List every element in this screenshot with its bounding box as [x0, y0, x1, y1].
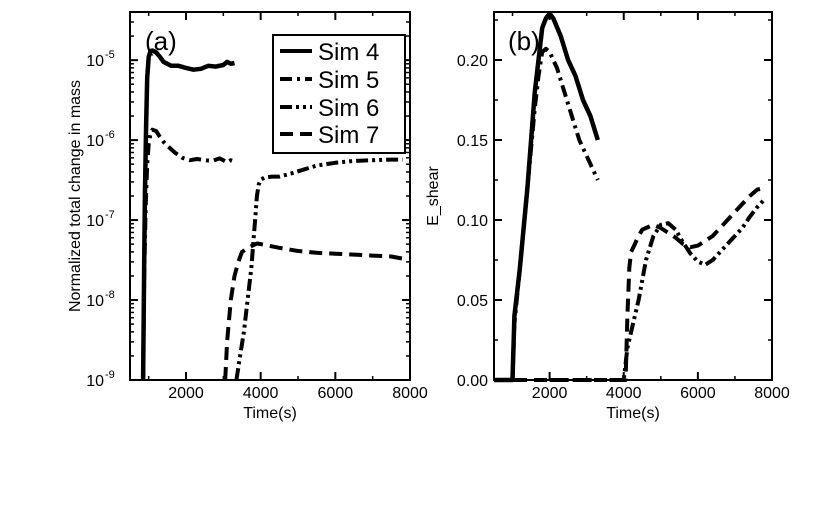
panel-a-y-tick-label: 10 [86, 293, 104, 310]
panel-b-y-tick-label: 0.20 [457, 53, 488, 70]
panel-a-series-sim5 [141, 127, 236, 381]
panel-a-x-tick-label: 2000 [168, 385, 204, 402]
panel-a-x-tick-label: 4000 [243, 385, 279, 402]
panel-b-series-sim7 [494, 186, 766, 382]
panel-b: 2000 4000 6000 8000 0.00 0.05 0.10 0.15 0.20 (b)… [425, 11, 790, 422]
panel-a-label: (a) [145, 26, 177, 56]
panel-a-y-tick-exponent: -6 [105, 129, 115, 141]
panel-b-y-tick-label: 0.05 [457, 293, 488, 310]
panel-a-series-sim4 [140, 48, 235, 381]
panel-a-y-tick-label: 10 [86, 53, 104, 70]
panel-a-y-tick-exponent: -9 [105, 369, 115, 381]
panel-b-label: (b) [508, 26, 540, 56]
panel-a-y-tick-exponent: -7 [105, 209, 115, 221]
panel-a-y-tick-exponent: -8 [105, 289, 115, 301]
legend-label-sim4: Sim 4 [318, 39, 379, 66]
panel-a-y-tick-exponent: -5 [105, 49, 115, 61]
panel-a-series-sim7 [223, 241, 403, 381]
panel-a-y-axis-label: Normalized total change in mass [67, 80, 84, 312]
panel-b-x-tick-label: 2000 [532, 385, 568, 402]
panel-b-y-tick-label: 0.15 [457, 133, 488, 150]
panel-a-y-tick-label: 10 [86, 133, 104, 150]
panel-a-x-tick-label: 8000 [392, 385, 428, 402]
panel-a-y-tick-label: 10 [86, 213, 104, 230]
legend-label-sim6: Sim 6 [318, 95, 379, 122]
panel-a-x-axis-label: Time(s) [243, 405, 297, 422]
legend-label-sim7: Sim 7 [318, 122, 379, 149]
panel-b-series-sim5 [510, 46, 600, 381]
legend-box [272, 34, 406, 154]
panel-b-x-tick-label: 6000 [680, 385, 716, 402]
panel-b-y-tick-label: 0.00 [457, 373, 488, 390]
panel-b-series-sim4 [494, 11, 600, 383]
panel-a-series-sim6 [234, 157, 403, 381]
panel-b-x-tick-label: 8000 [754, 385, 790, 402]
panel-a-x-tick-label: 6000 [318, 385, 354, 402]
panel-a-legend: Sim 4 Sim 5 Sim 6 Sim 7 [272, 34, 406, 154]
panel-b-frame [493, 11, 773, 381]
panel-b-x-axis-label: Time(s) [606, 405, 660, 422]
panel-b-x-tick-label: 4000 [606, 385, 642, 402]
panel-b-y-axis-label: E_shear [425, 166, 442, 226]
panel-a-series [140, 48, 403, 381]
panel-a-y-tick-label: 10 [86, 373, 104, 390]
panel-b-y-tick-label: 0.10 [457, 213, 488, 230]
legend-label-sim5: Sim 5 [318, 67, 379, 94]
panel-b-series [494, 11, 767, 383]
